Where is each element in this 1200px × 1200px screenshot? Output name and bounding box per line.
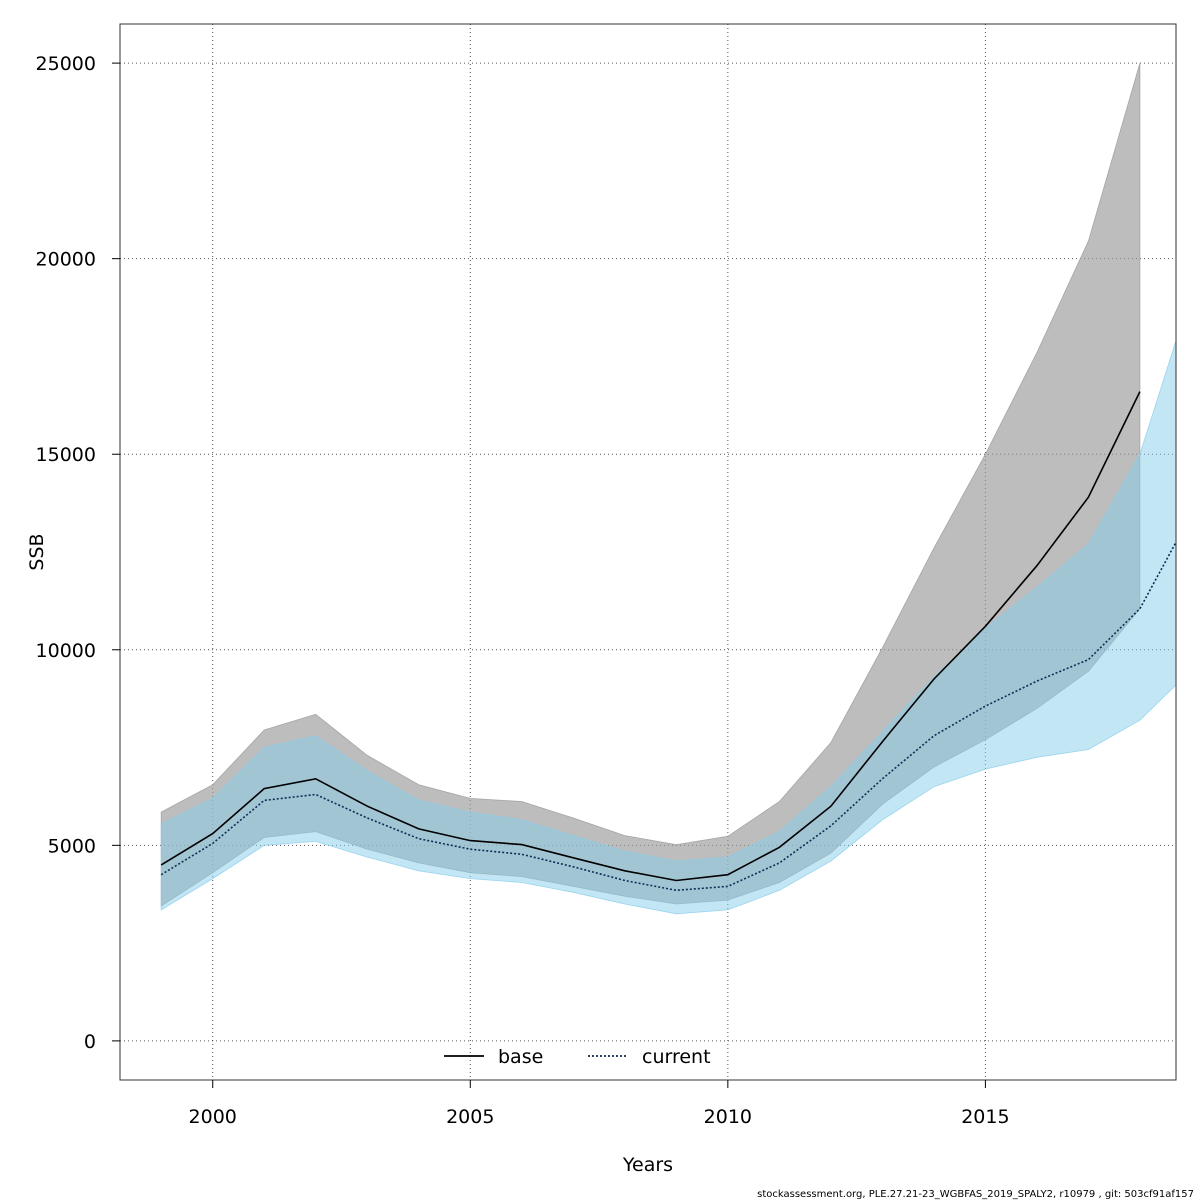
y-tick-label: 0 [84, 1031, 96, 1053]
y-axis-ticks: 0 5000 10000 15000 20000 25000 [36, 53, 120, 1053]
footer-credit: stockassessment.org, PLE.27.21-23_WGBFAS… [757, 1189, 1194, 1200]
x-tick-label: 2010 [704, 1106, 752, 1128]
x-axis-ticks: 2000 2005 2010 2015 [189, 1080, 1010, 1128]
x-tick-label: 2005 [446, 1106, 494, 1128]
x-tick-label: 2015 [961, 1106, 1009, 1128]
y-axis-title: SSB [26, 533, 48, 570]
plot-frame [119, 23, 1177, 1081]
y-tick-label: 5000 [48, 835, 96, 857]
y-tick-label: 15000 [36, 444, 96, 466]
legend-label-base: base [498, 1046, 543, 1068]
x-tick-label: 2000 [189, 1106, 237, 1128]
y-tick-label: 25000 [36, 53, 96, 75]
series-lines [160, 391, 1177, 892]
y-tick-label: 20000 [36, 249, 96, 271]
y-tick-label: 10000 [36, 640, 96, 662]
legend: base current [444, 1046, 711, 1068]
legend-label-current: current [642, 1046, 711, 1068]
line-base [160, 391, 1141, 882]
x-axis-title: Years [622, 1154, 673, 1176]
line-current [160, 541, 1177, 892]
